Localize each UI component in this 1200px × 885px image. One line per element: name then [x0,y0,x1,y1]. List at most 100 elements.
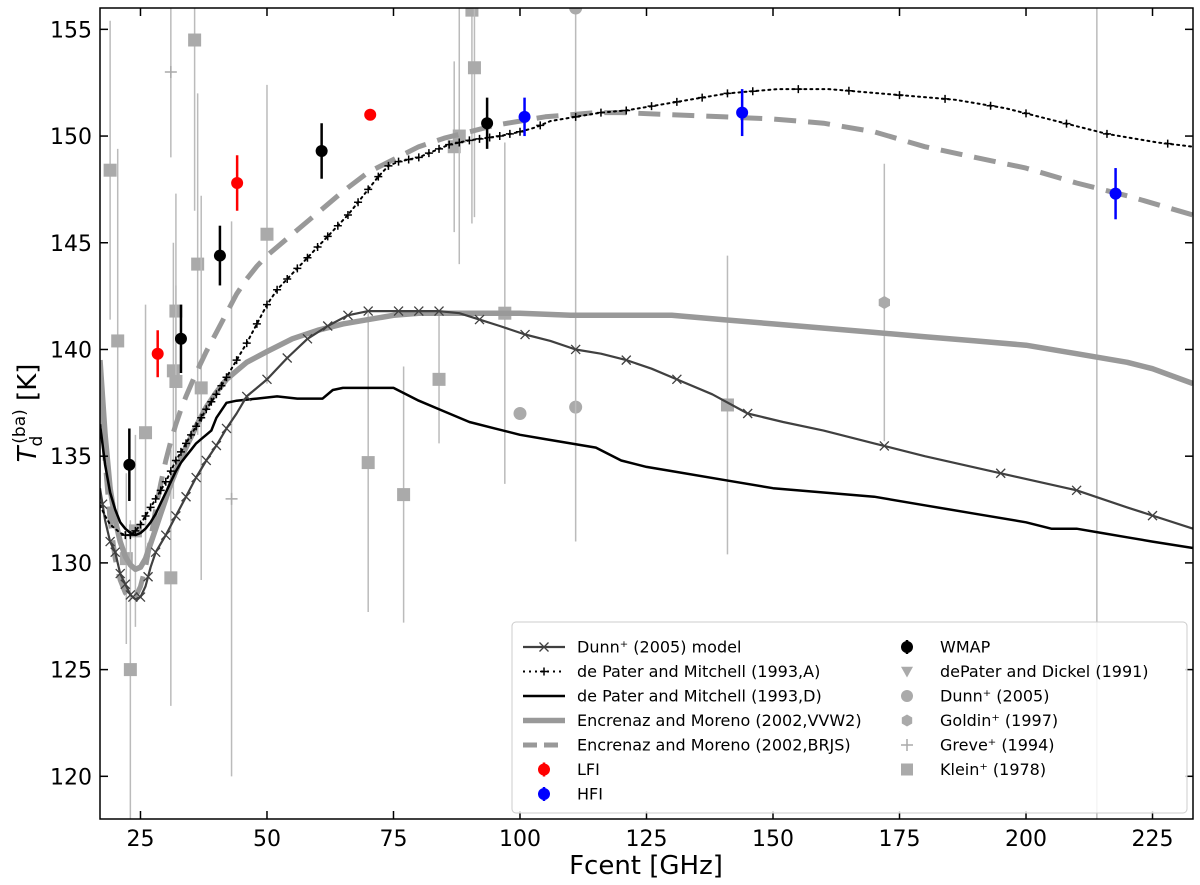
model-marker-dunn-2005-model [143,571,154,582]
model-marker-de-pater-and-mitchell-1993-a [126,531,135,540]
legend: Dunn⁺ (2005) model de Pater and Mitchell … [511,621,1188,814]
model-marker-de-pater-and-mitchell-1993-a [1022,109,1031,118]
model-marker-dunn-2005-model [170,510,181,521]
point-greve-1994 [225,492,238,505]
model-line-encrenaz-and-moreno-2002-vvw2 [100,310,1193,573]
legend-label: WMAP [940,638,991,657]
axis-ticks: 25 50 75 100 125 150 175 200 225 120 125 130 135 140 1… [50,8,1193,852]
legend-entry-dunn-2005: Dunn⁺ (2005) [901,687,1049,706]
model-marker-de-pater-and-mitchell-1993-a [941,94,950,103]
model-marker-de-pater-and-mitchell-1993-a [151,494,160,503]
x-tick-label: 225 [1132,827,1174,852]
model-marker-de-pater-and-mitchell-1993-a [156,486,165,495]
y-axis-label-sup: (ba) [10,409,30,443]
model-marker-de-pater-and-mitchell-1993-a [505,129,514,138]
model-marker-dunn-2005-model [211,440,222,451]
model-line-de-pater-and-mitchell-1993-a [100,88,1193,537]
point-hfi [736,106,749,119]
point-klein-1978 [467,61,481,75]
x-tick-label: 150 [752,827,794,852]
model-marker-de-pater-and-mitchell-1993-a [217,381,226,390]
y-tick-label: 140 [50,338,92,363]
x-tick-label: 50 [253,827,281,852]
x-tick-label: 200 [1005,827,1047,852]
x-axis-label: Fcent [GHz] [569,851,723,881]
legend-label: de Pater and Mitchell (1993,A) [577,662,820,681]
model-marker-de-pater-and-mitchell-1993-a [207,397,216,406]
model-marker-de-pater-and-mitchell-1993-a [404,155,413,164]
model-marker-de-pater-and-mitchell-1993-a [622,106,631,115]
model-marker-dunn-2005-model [160,530,171,541]
point-klein-1978 [139,426,153,440]
legend-marker [540,667,548,676]
legend-label: Encrenaz and Moreno (2002,VVW2) [577,711,862,730]
model-marker-de-pater-and-mitchell-1993-a [273,285,282,294]
model-marker-dunn-2005-model [221,423,232,434]
model-marker-dunn-2005-model [282,353,293,363]
model-line-encrenaz-and-moreno-2002-brjs [100,110,1193,602]
point-wmap [315,144,328,157]
model-marker-dunn-2005-model [570,344,581,355]
model-marker-de-pater-and-mitchell-1993-a [1163,139,1172,148]
model-marker-de-pater-and-mitchell-1993-a [192,422,201,431]
legend-entry-klein-1978: Klein⁺ (1978) [901,760,1046,779]
model-marker-dunn-2005-model [1147,510,1158,521]
model-marker-de-pater-and-mitchell-1993-a [844,86,853,95]
model-marker-de-pater-and-mitchell-1993-a [212,390,221,399]
model-marker-de-pater-and-mitchell-1993-a [536,121,545,130]
model-marker-de-pater-and-mitchell-1993-a [343,211,352,220]
model-marker-dunn-2005-model [434,306,444,317]
y-axis-label: Td(ba) [K] [10,364,47,463]
model-marker-de-pater-and-mitchell-1993-a [374,172,383,181]
model-marker-dunn-2005-model [474,314,485,325]
model-marker-de-pater-and-mitchell-1993-a [455,138,464,147]
model-marker-dunn-2005-model [995,468,1006,479]
model-marker-de-pater-and-mitchell-1993-a [424,149,433,158]
point-klein-1978 [432,372,446,386]
model-marker-dunn-2005-model [363,306,374,317]
model-marker-dunn-2005-model [115,568,126,579]
point-hfi [1109,187,1122,200]
model-marker-de-pater-and-mitchell-1993-a [323,232,332,241]
model-marker-de-pater-and-mitchell-1993-a [187,430,196,439]
legend-marker [901,690,913,702]
y-tick-label: 120 [50,765,92,790]
model-marker-dunn-2005-model [241,391,252,402]
point-klein-1978 [465,8,479,17]
x-tick-label: 175 [879,827,921,852]
legend-entry-greve-1994: Greve⁺ (1994) [901,736,1055,755]
point-klein-1978 [260,227,274,241]
model-marker-de-pater-and-mitchell-1993-a [748,87,757,96]
x-tick-label: 125 [626,827,668,852]
model-marker-dunn-2005-model [322,321,333,331]
y-axis-label-sub: d [27,436,47,447]
legend-label: dePater and Dickel (1991) [940,662,1149,681]
model-marker-de-pater-and-mitchell-1993-a [222,373,231,382]
model-marker-de-pater-and-mitchell-1993-a [698,93,707,102]
model-marker-de-pater-and-mitchell-1993-a [303,253,312,262]
model-marker-dunn-2005-model [671,374,682,385]
model-marker-de-pater-and-mitchell-1993-a [141,511,150,520]
legend-entry-encrenaz-and-moreno-2002-vvw2: Encrenaz and Moreno (2002,VVW2) [523,711,862,730]
legend-label: Dunn⁺ (2005) model [577,638,741,657]
model-marker-dunn-2005-model [302,333,313,344]
legend-entry-lfi: LFI [538,760,600,779]
legend-label: Dunn⁺ (2005) [940,687,1049,706]
model-marker-de-pater-and-mitchell-1993-a [136,520,145,529]
model-marker-dunn-2005-model [135,592,146,603]
model-marker-dunn-2005-model [127,592,138,603]
legend-label: Greve⁺ (1994) [940,736,1055,755]
model-marker-de-pater-and-mitchell-1993-a [242,339,251,348]
model-marker-dunn-2005-model [742,408,753,419]
point-klein-1978 [191,257,205,271]
legend-entry-dunn-2005-model: Dunn⁺ (2005) model [523,638,741,657]
model-marker-de-pater-and-mitchell-1993-a [252,319,261,328]
model-marker-de-pater-and-mitchell-1993-a [465,136,474,145]
model-marker-de-pater-and-mitchell-1993-a [475,134,484,143]
legend-entry-wmap: WMAP [901,638,991,657]
point-wmap [481,117,494,130]
point-klein-1978 [188,33,202,47]
legend-entry-de-pater-and-mitchell-1993-d: de Pater and Mitchell (1993,D) [523,687,822,706]
model-marker-dunn-2005-model [120,579,131,590]
